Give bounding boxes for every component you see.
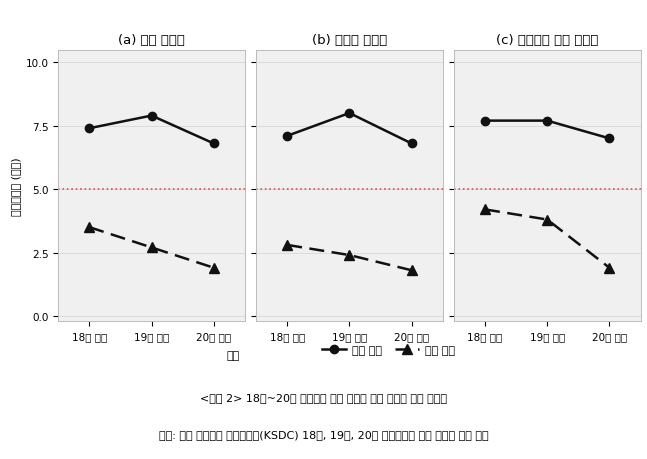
Text: 정당: 정당 [226,351,239,361]
Text: 출처: 한국 사회과학 데이터센터(KSDC) 18대, 19대, 20대 대통령선거 관련 유권자 의식 조사: 출처: 한국 사회과학 데이터센터(KSDC) 18대, 19대, 20대 대통… [159,429,488,439]
Y-axis label: 정당호오도 (평균): 정당호오도 (평균) [12,157,21,215]
Legend: 지지 정당, 상대 정당: 지지 정당, 상대 정당 [317,341,459,359]
Title: (c) 보수계열 정당 지지자: (c) 보수계열 정당 지지자 [496,34,598,46]
Text: <그림 2> 18대~20대 대선에서 지지 정당과 반대 정당에 대한 호오도: <그림 2> 18대~20대 대선에서 지지 정당과 반대 정당에 대한 호오도 [200,392,447,402]
Title: (b) 민주당 지지자: (b) 민주당 지지자 [312,34,387,46]
Title: (a) 양당 지지자: (a) 양당 지지자 [118,34,185,46]
